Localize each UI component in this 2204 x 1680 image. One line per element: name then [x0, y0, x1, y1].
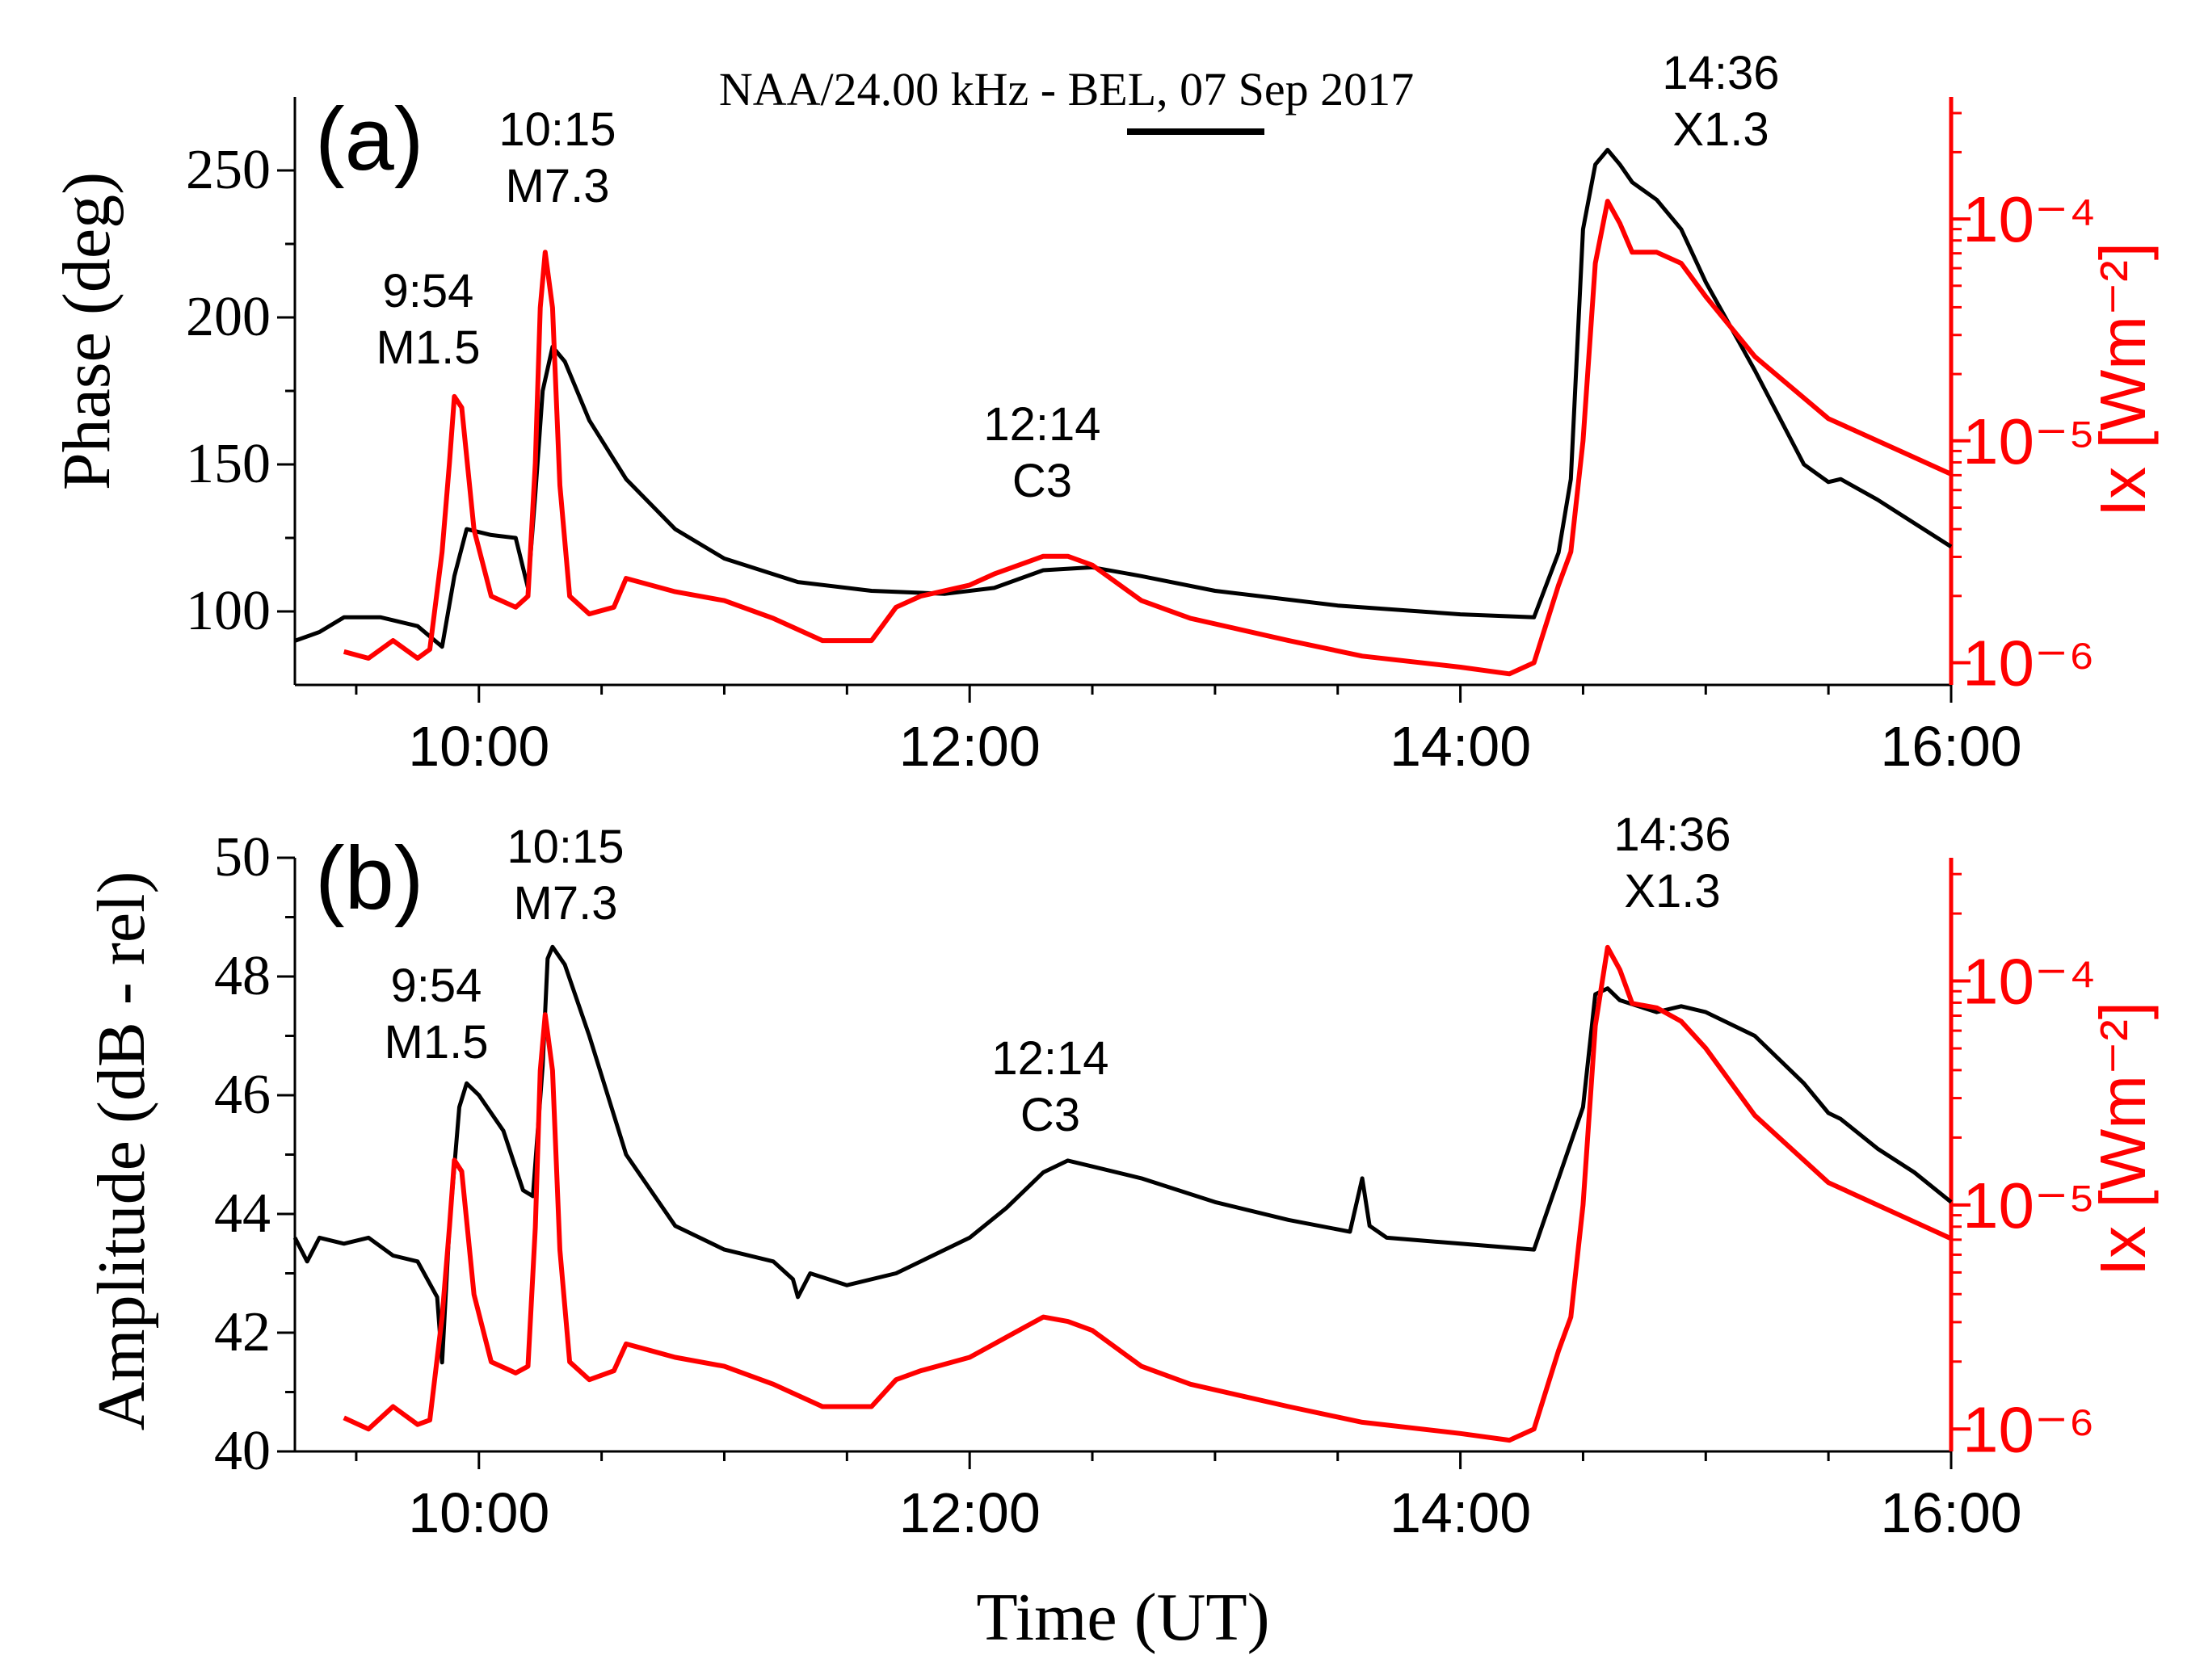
phase-line	[294, 148, 1953, 649]
y-tick-label: 150	[186, 433, 271, 495]
y-tick-label: 250	[186, 139, 271, 201]
panel-a: 10:00 12:00 14:00 16:00 100 150 200 250 10⁻⁶ 10⁻⁵…	[49, 47, 2159, 778]
panel-label: (b)	[315, 829, 423, 928]
flare-time-label: 12:14	[991, 1032, 1108, 1085]
xray-flux-line	[343, 199, 1953, 677]
y-tick-label: 40	[214, 1420, 271, 1482]
y2-tick-label: 10⁻⁶	[1962, 1393, 2095, 1465]
y-tick-label: 100	[186, 580, 271, 642]
flare-time-label: 12:14	[983, 398, 1100, 451]
x-tick-label: 10:00	[408, 715, 549, 778]
x-tick-label: 12:00	[899, 1481, 1041, 1544]
figure-title: NAA/24.00 kHz - BEL, 07 Sep 2017	[719, 63, 1414, 116]
flare-time-label: 10:15	[507, 821, 624, 873]
y2-axis-label: Ix [Wm⁻²]	[2087, 242, 2159, 517]
panel-b: 10:00 12:00 14:00 16:00 40 42 44 46 48 50 10⁻⁶ 10⁻⁵…	[84, 808, 2159, 1544]
x-tick-label: 16:00	[1880, 715, 2021, 778]
flare-class-label: C3	[1012, 455, 1072, 507]
x-tick-label: 14:00	[1390, 1481, 1531, 1544]
y-tick-label: 50	[214, 826, 271, 888]
x-tick-label: 12:00	[899, 715, 1041, 778]
flare-class-label: C3	[1020, 1089, 1080, 1141]
x-axis-label: Time (UT)	[976, 1580, 1269, 1655]
panel-label: (a)	[315, 90, 423, 189]
flare-class-label: X1.3	[1672, 103, 1769, 156]
y-tick-label: 200	[186, 286, 271, 348]
y2-tick-label: 10⁻⁴	[1962, 183, 2097, 255]
x-tick-label: 10:00	[408, 1481, 549, 1544]
flare-class-label: M1.5	[385, 1016, 489, 1069]
flare-time-label: 9:54	[383, 265, 474, 317]
y-tick-label: 46	[214, 1064, 271, 1126]
y-axis-label: Amplitude (dB - rel)	[84, 872, 159, 1431]
y-tick-label: 48	[214, 945, 271, 1007]
flare-class-label: M1.5	[376, 321, 481, 374]
flare-class-label: M7.3	[514, 877, 618, 930]
x-tick-label: 16:00	[1880, 1481, 2021, 1544]
y-axis-label: Phase (deg)	[49, 172, 124, 490]
flare-class-label: M7.3	[506, 160, 610, 212]
flare-time-label: 9:54	[391, 960, 482, 1012]
flare-time-label: 14:36	[1662, 47, 1779, 99]
xray-flux-line	[343, 944, 1953, 1443]
y2-tick-label: 10⁻⁵	[1962, 1170, 2095, 1241]
y-tick-label: 42	[214, 1301, 271, 1363]
y-tick-label: 44	[214, 1182, 271, 1245]
flare-class-label: X1.3	[1624, 865, 1720, 918]
y2-tick-label: 10⁻⁵	[1962, 405, 2095, 477]
y2-tick-label: 10⁻⁶	[1962, 628, 2095, 699]
y2-tick-label: 10⁻⁴	[1962, 946, 2097, 1018]
flare-time-label: 10:15	[498, 103, 616, 156]
y2-axis-label: Ix [Wm⁻²]	[2087, 1002, 2159, 1276]
x-tick-label: 14:00	[1390, 715, 1531, 778]
amplitude-line	[292, 944, 1953, 1365]
flare-time-label: 14:36	[1613, 808, 1731, 861]
